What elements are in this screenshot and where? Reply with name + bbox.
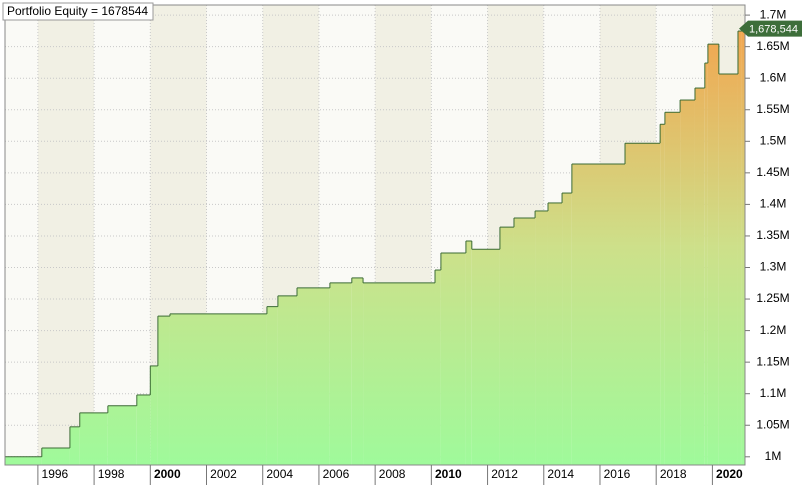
y-tick-label: 1.7M [760, 7, 787, 21]
x-tick-label: 2008 [379, 467, 406, 481]
title-box [2, 2, 154, 21]
equity-area [351, 277, 364, 465]
equity-area [465, 240, 472, 465]
equity-area [157, 316, 170, 465]
equity-area [69, 426, 80, 465]
y-tick-label: 1.4M [760, 197, 787, 211]
equity-area [169, 313, 267, 465]
background-band [5, 5, 38, 465]
equity-area [277, 295, 298, 465]
equity-area [41, 447, 70, 465]
equity-area [680, 100, 695, 465]
equity-area [694, 88, 705, 465]
equity-area [513, 217, 536, 465]
chart-title: Portfolio Equity = 1678544 [7, 4, 148, 18]
x-tick-label: 2002 [210, 467, 237, 481]
equity-area [737, 31, 742, 465]
equity-area [266, 306, 278, 465]
x-tick-label: 2020 [716, 467, 743, 481]
y-tick-label: 1.2M [760, 323, 787, 337]
equity-area [107, 405, 137, 465]
equity-area [499, 227, 514, 465]
x-tick-label: 2010 [435, 467, 462, 481]
equity-area [562, 193, 572, 466]
x-tick-label: 2004 [266, 467, 293, 481]
last-value-tag [739, 20, 802, 37]
equity-area [79, 412, 108, 465]
x-tick-label: 2014 [547, 467, 574, 481]
equity-area [664, 112, 681, 465]
equity-area [363, 282, 436, 465]
x-tick-label: 1998 [98, 467, 125, 481]
y-tick-label: 1.3M [760, 260, 787, 274]
y-tick-label: 1.65M [756, 39, 789, 53]
x-tick-label: 2016 [604, 467, 631, 481]
equity-area [471, 249, 500, 465]
y-tick-label: 1.6M [760, 70, 787, 84]
equity-area [741, 28, 745, 465]
y-tick-label: 1.45M [756, 165, 789, 179]
background-band [37, 5, 95, 465]
x-tick-label: 2006 [323, 467, 350, 481]
equity-area [5, 456, 42, 465]
equity-area [136, 394, 151, 465]
equity-area [150, 365, 158, 465]
equity-area [440, 252, 466, 465]
equity-area [535, 210, 548, 465]
y-tick-label: 1.25M [756, 291, 789, 305]
y-tick-label: 1.15M [756, 354, 789, 368]
equity-area [704, 63, 708, 466]
equity-area [718, 74, 738, 465]
x-tick-label: 2018 [660, 467, 687, 481]
x-tick-label: 1996 [42, 467, 69, 481]
y-tick-label: 1.55M [756, 102, 789, 116]
background-band [94, 5, 151, 465]
equity-area [660, 124, 665, 465]
last-value-label: 1,678,544 [749, 24, 798, 36]
equity-area [571, 164, 625, 466]
equity-area [547, 202, 563, 465]
x-tick-label: 2000 [154, 467, 181, 481]
equity-area [624, 143, 661, 465]
equity-area [297, 287, 330, 465]
x-tick-label: 2012 [491, 467, 518, 481]
equity-area [707, 44, 719, 466]
y-tick-label: 1.05M [756, 417, 789, 431]
y-tick-label: 1M [765, 449, 782, 463]
y-tick-label: 1.5M [760, 133, 787, 147]
y-tick-label: 1.35M [756, 228, 789, 242]
y-tick-label: 1.1M [760, 386, 787, 400]
equity-area [435, 270, 441, 465]
equity-area [329, 282, 352, 465]
